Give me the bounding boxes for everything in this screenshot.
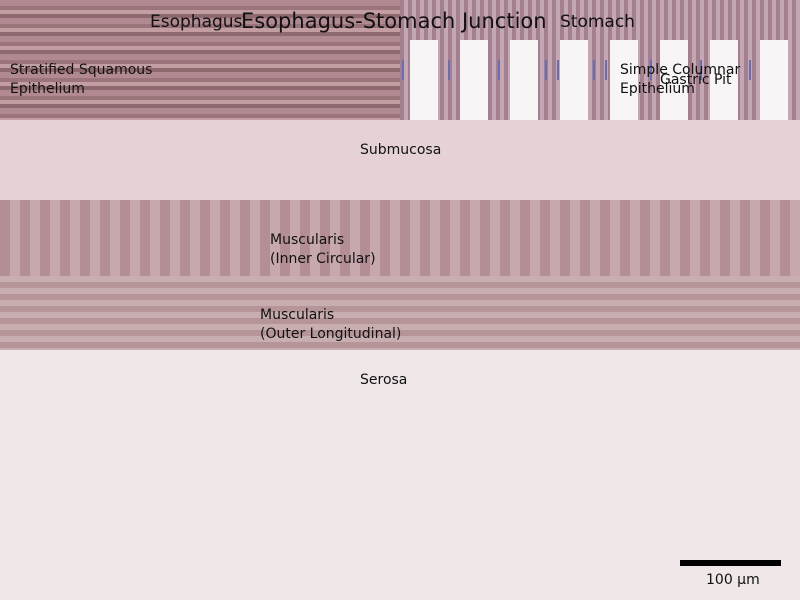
muscularis-outer-line1: Muscularis [260,307,335,323]
gastric-pit [560,40,588,120]
nucleus-mark [593,60,595,80]
columnar-label-line2: Epithelium [620,81,695,97]
nucleus-mark [749,60,751,80]
nucleus-mark [557,60,559,80]
nucleus-mark [448,60,450,80]
gastric-pit [460,40,488,120]
muscularis-outer-layer [0,276,800,350]
junction-label: Esophagus-Stomach Junction [241,9,547,33]
squamous-label-line1: Stratified Squamous [10,62,153,78]
squamous-epithelium-label: Stratified Squamous Epithelium [10,61,152,99]
submucosa-label: Submucosa [360,142,442,158]
nucleus-mark [700,60,702,80]
muscularis-inner-label: Muscularis (Inner Circular) [270,231,376,269]
nucleus-mark [498,60,500,80]
gastric-pit [760,40,788,120]
columnar-label-line1: Simple Columnar [620,62,741,78]
gastric-pit [510,40,538,120]
nucleus-mark [650,60,652,80]
esophagus-label: Esophagus [150,12,243,32]
muscularis-outer-line2: (Outer Longitudinal) [260,326,402,342]
stomach-epithelium-layer [400,0,800,120]
scale-bar [680,560,781,566]
gastric-pit [610,40,638,120]
submucosa-layer [0,120,800,200]
gastric-pit [660,40,688,120]
columnar-epithelium-label: Simple Columnar Epithelium [620,61,740,99]
gastric-pit [410,40,438,120]
serosa-label: Serosa [360,372,408,388]
nucleus-mark [402,60,404,80]
muscularis-inner-line1: Muscularis [270,232,345,248]
muscularis-inner-layer [0,200,800,276]
nucleus-mark [605,60,607,80]
muscularis-inner-line2: (Inner Circular) [270,251,376,267]
serosa-layer [0,350,800,600]
muscularis-outer-label: Muscularis (Outer Longitudinal) [260,306,401,344]
squamous-label-line2: Epithelium [10,81,85,97]
nucleus-mark [545,60,547,80]
gastric-pit [710,40,738,120]
scale-bar-label: 100 µm [706,572,760,588]
esophagus-epithelium-layer [0,0,400,120]
gastric-pit-label: Gastric Pit [660,72,732,88]
stomach-label: Stomach [560,12,635,32]
